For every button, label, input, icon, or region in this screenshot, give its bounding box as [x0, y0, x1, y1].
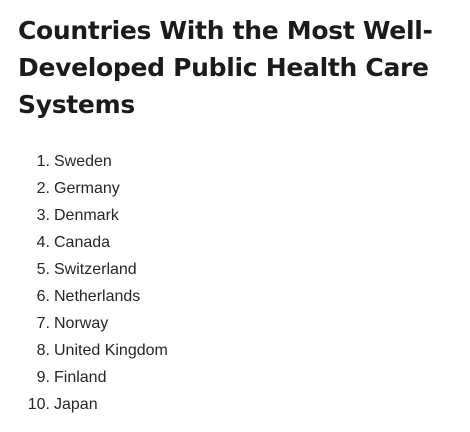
list-item-label: Finland — [54, 368, 107, 386]
list-item: 4. Canada — [0, 229, 470, 256]
list-item: 10. Japan — [0, 391, 470, 418]
list-item-number: 7. — [36, 314, 50, 332]
list-item-number: 9. — [36, 368, 50, 386]
list-item: 3. Denmark — [0, 202, 470, 229]
list-item-number: 5. — [36, 260, 50, 278]
list-item-number: 4. — [36, 233, 50, 251]
list-item-number: 10. — [27, 395, 50, 413]
list-item-label: Denmark — [54, 206, 119, 224]
list-item-number: 3. — [36, 206, 50, 224]
list-item-number: 6. — [36, 287, 50, 305]
list-item-label: Japan — [54, 395, 98, 413]
list-item: 5. Switzerland — [0, 256, 470, 283]
list-item-number: 2. — [36, 179, 50, 197]
list-item-label: Switzerland — [54, 260, 137, 278]
list-item: 7. Norway — [0, 310, 470, 337]
list-item-label: Norway — [54, 314, 109, 332]
page-title: Countries With the Most Well-Developed P… — [18, 16, 433, 119]
list-item-number: 1. — [36, 152, 50, 170]
list-item-label: Sweden — [54, 152, 112, 170]
list-item-label: Germany — [54, 179, 120, 197]
list-item: 1. Sweden — [0, 148, 470, 175]
list-item-label: United Kingdom — [54, 341, 168, 359]
list-item-label: Canada — [54, 233, 111, 251]
list-item-number: 8. — [36, 341, 50, 359]
list-item: 8. United Kingdom — [0, 337, 470, 364]
list-item: 6. Netherlands — [0, 283, 470, 310]
list-item: 9. Finland — [0, 364, 470, 391]
list-item: 2. Germany — [0, 175, 470, 202]
country-list: 1. Sweden 2. Germany 3. Denmark 4. Canad… — [0, 148, 470, 418]
list-item-label: Netherlands — [54, 287, 141, 305]
